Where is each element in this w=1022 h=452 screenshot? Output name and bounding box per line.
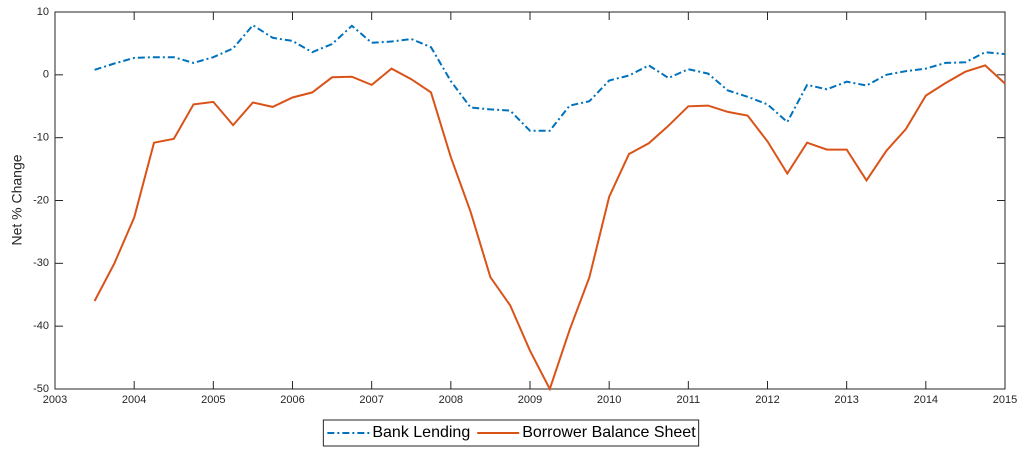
x-tick-label: 2008	[439, 394, 463, 406]
y-axis-label: Net % Change	[9, 154, 25, 245]
x-tick-label: 2013	[834, 394, 858, 406]
series-line	[94, 23, 1006, 132]
x-tick-label: 2015	[993, 394, 1017, 406]
legend: Bank Lending Borrower Balance Sheet	[322, 419, 700, 447]
y-tick-label: -10	[33, 132, 49, 144]
x-tick-label: 2003	[43, 394, 67, 406]
legend-label: Borrower Balance Sheet	[522, 424, 696, 441]
x-tick-label: 2004	[122, 394, 146, 406]
x-tick-label: 2011	[677, 394, 701, 406]
y-tick-label: -40	[33, 320, 49, 332]
y-tick-label: -50	[33, 383, 49, 395]
x-tick-label: 2005	[201, 394, 225, 406]
plot-frame	[54, 11, 1006, 390]
legend-label: Bank Lending	[372, 424, 470, 441]
x-tick-label: 2009	[518, 394, 542, 406]
x-tick-label: 2006	[280, 394, 304, 406]
series-line	[93, 64, 1006, 392]
x-tick-label: 2007	[359, 394, 383, 406]
y-tick-label: 10	[37, 6, 49, 18]
y-tick-label: -30	[33, 257, 49, 269]
x-tick-label: 2010	[597, 394, 621, 406]
x-tick-label: 2014	[914, 394, 938, 406]
x-tick-label: 2012	[755, 394, 779, 406]
y-tick-label: -20	[33, 194, 49, 206]
y-tick-label: 0	[43, 69, 49, 81]
